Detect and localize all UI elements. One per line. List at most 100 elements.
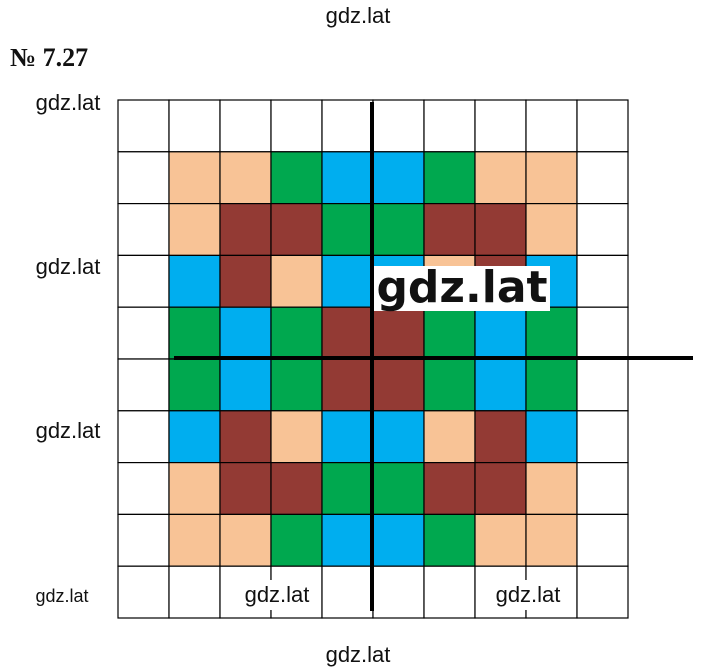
cell xyxy=(321,513,374,567)
cell xyxy=(372,410,425,464)
cell xyxy=(321,410,374,464)
cell xyxy=(423,99,476,153)
cell xyxy=(576,151,629,205)
cell xyxy=(321,254,374,308)
cell xyxy=(576,254,629,308)
cell xyxy=(117,462,170,516)
cell xyxy=(219,254,272,308)
watermark: gdz.lat xyxy=(36,254,101,279)
cell xyxy=(423,565,476,619)
cell xyxy=(423,513,476,567)
grid xyxy=(117,99,629,619)
cell xyxy=(423,462,476,516)
cell xyxy=(117,513,170,567)
cell xyxy=(423,203,476,257)
cell xyxy=(576,306,629,360)
cell xyxy=(219,203,272,257)
cell xyxy=(168,151,221,205)
cell xyxy=(423,151,476,205)
exercise-number: № 7.27 xyxy=(10,43,88,72)
cell xyxy=(372,203,425,257)
cell xyxy=(168,513,221,567)
cell xyxy=(525,99,578,153)
cell xyxy=(576,513,629,567)
cell xyxy=(270,306,323,360)
cell xyxy=(321,306,374,360)
watermark: gdz.lat xyxy=(35,586,88,606)
watermark: gdz.lat xyxy=(496,582,561,607)
watermark-bg xyxy=(238,580,316,610)
cell xyxy=(270,99,323,153)
cell xyxy=(168,99,221,153)
cell xyxy=(117,99,170,153)
cell xyxy=(117,254,170,308)
cell xyxy=(270,513,323,567)
cell xyxy=(474,513,527,567)
cell xyxy=(270,151,323,205)
cell xyxy=(576,203,629,257)
cell xyxy=(117,565,170,619)
watermark: gdz.lat xyxy=(326,3,391,28)
watermark-bg xyxy=(489,580,567,610)
watermark: gdz.lat xyxy=(36,418,101,443)
cell xyxy=(474,99,527,153)
cell xyxy=(576,99,629,153)
cell xyxy=(321,151,374,205)
cell xyxy=(117,203,170,257)
watermark: gdz.lat xyxy=(36,90,101,115)
cell xyxy=(219,99,272,153)
watermark: gdz.lat xyxy=(245,582,310,607)
watermark-bg xyxy=(374,266,550,311)
cell xyxy=(270,462,323,516)
cell xyxy=(270,410,323,464)
cell xyxy=(525,410,578,464)
cell xyxy=(219,306,272,360)
cell xyxy=(525,513,578,567)
cell xyxy=(576,410,629,464)
cell xyxy=(372,358,425,412)
cell xyxy=(168,203,221,257)
cell xyxy=(168,306,221,360)
cell xyxy=(321,358,374,412)
cell xyxy=(321,462,374,516)
cell xyxy=(321,203,374,257)
cell xyxy=(321,99,374,153)
cell xyxy=(372,99,425,153)
cell xyxy=(372,462,425,516)
cell xyxy=(117,306,170,360)
cell xyxy=(474,306,527,360)
cell xyxy=(168,462,221,516)
cell xyxy=(525,462,578,516)
cell xyxy=(219,513,272,567)
watermark: gdz.lat xyxy=(326,642,391,667)
cell xyxy=(576,462,629,516)
cell xyxy=(219,358,272,412)
watermark: gdz.lat xyxy=(376,262,547,313)
cell xyxy=(270,203,323,257)
cell xyxy=(525,358,578,412)
cell xyxy=(117,151,170,205)
cell xyxy=(474,410,527,464)
cell xyxy=(117,358,170,412)
cell xyxy=(423,306,476,360)
cell xyxy=(219,462,272,516)
cell xyxy=(321,565,374,619)
cell xyxy=(576,565,629,619)
cell xyxy=(168,410,221,464)
cell xyxy=(117,410,170,464)
cell xyxy=(372,306,425,360)
cell xyxy=(525,203,578,257)
cell xyxy=(525,151,578,205)
cell xyxy=(168,254,221,308)
cell xyxy=(270,254,323,308)
cell xyxy=(474,203,527,257)
cell xyxy=(525,306,578,360)
cell xyxy=(423,358,476,412)
cell xyxy=(423,410,476,464)
cell xyxy=(372,565,425,619)
cell xyxy=(270,358,323,412)
cell xyxy=(576,358,629,412)
cell xyxy=(474,358,527,412)
cell xyxy=(219,151,272,205)
